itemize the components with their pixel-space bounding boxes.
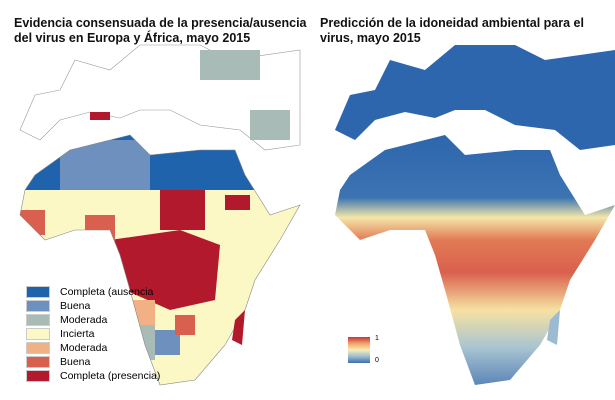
legend-swatch bbox=[26, 300, 50, 312]
legend-item: Moderada bbox=[26, 313, 160, 327]
legend-item: Completa (ausencia bbox=[26, 285, 160, 299]
colorbar-max-label: 1 bbox=[375, 335, 379, 342]
legend-swatch bbox=[26, 370, 50, 382]
legend-label: Moderada bbox=[60, 314, 108, 326]
legend-swatch bbox=[26, 286, 50, 298]
colorbar bbox=[348, 337, 370, 363]
legend-item: Buena bbox=[26, 355, 160, 369]
legend-swatch bbox=[26, 356, 50, 368]
right-map bbox=[335, 45, 615, 385]
right-map-title: Predicción de la idoneidad ambiental par… bbox=[320, 16, 584, 45]
legend-label: Moderada bbox=[60, 342, 108, 354]
colorbar-min-label: 0 bbox=[375, 357, 379, 364]
legend-label: Buena bbox=[60, 300, 91, 312]
legend-swatch bbox=[26, 314, 50, 326]
legend-label: Completa (presencia) bbox=[60, 370, 161, 382]
legend-item: Completa (presencia) bbox=[26, 369, 160, 383]
left-map-legend: Completa (ausencia Buena Moderada Incier… bbox=[26, 285, 160, 383]
legend-item: Moderada bbox=[26, 341, 160, 355]
legend-item: Buena bbox=[26, 299, 160, 313]
legend-item: Incierta bbox=[26, 327, 160, 341]
legend-label: Incierta bbox=[60, 328, 95, 340]
legend-swatch bbox=[26, 342, 50, 354]
legend-swatch bbox=[26, 328, 50, 340]
left-map-title: Evidencia consensuada de la presencia/au… bbox=[14, 16, 307, 45]
legend-label: Buena bbox=[60, 356, 91, 368]
legend-label: Completa (ausencia bbox=[60, 286, 154, 298]
